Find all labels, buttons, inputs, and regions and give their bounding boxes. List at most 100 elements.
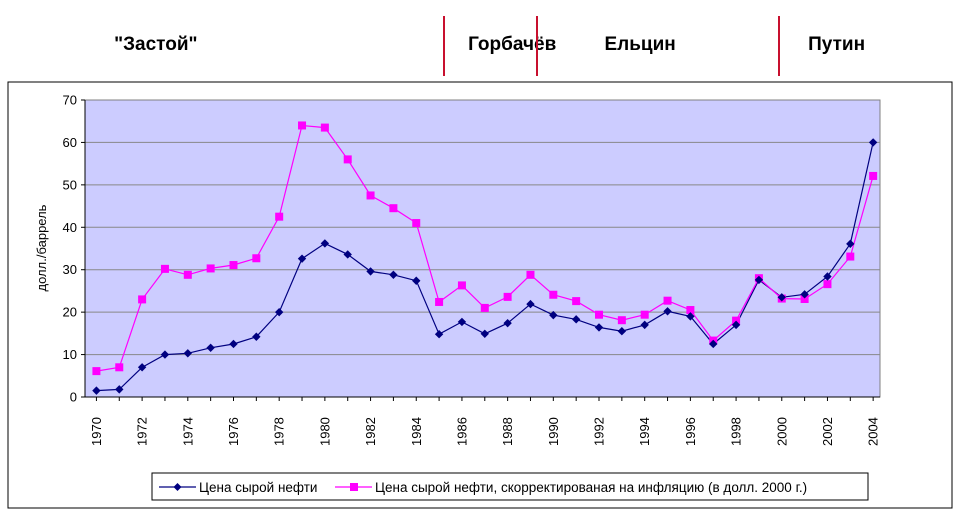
data-point-series-2 <box>457 281 466 290</box>
era-header: "Застой" Горбачёв Ельцин Путин <box>0 0 961 80</box>
x-tick-label: 1976 <box>226 417 241 446</box>
era-divider <box>536 16 539 76</box>
x-tick-label: 1988 <box>500 417 515 446</box>
data-point-series-2 <box>800 294 809 303</box>
legend-box <box>151 472 869 501</box>
data-point-series-1 <box>137 363 147 372</box>
y-tick-label: 40 <box>63 220 77 235</box>
data-point-series-1 <box>480 329 489 338</box>
era-divider <box>778 16 781 76</box>
data-point-series-2 <box>595 310 604 319</box>
data-point-series-1 <box>252 332 261 341</box>
legend-label-series-2: Цена сырой нефти, скорректированая на ин… <box>375 480 807 495</box>
data-point-series-2 <box>115 363 124 372</box>
data-point-series-2 <box>732 316 741 325</box>
data-point-series-1 <box>320 239 330 248</box>
data-point-series-1 <box>183 349 193 358</box>
data-point-series-2 <box>572 297 581 306</box>
y-tick-label: 70 <box>63 93 77 108</box>
data-point-series-2 <box>549 290 558 299</box>
data-point-series-1 <box>594 323 604 332</box>
data-point-series-2 <box>435 297 444 306</box>
data-point-series-1 <box>115 385 124 394</box>
legend-marker-series-2 <box>350 483 358 491</box>
plot-area <box>84 99 881 398</box>
grid-lines <box>85 141 880 356</box>
data-point-series-2 <box>252 254 261 263</box>
data-point-series-2 <box>526 270 535 279</box>
x-tick-label: 2002 <box>820 417 835 446</box>
data-point-series-2 <box>640 310 649 319</box>
data-point-series-1 <box>343 250 352 259</box>
data-point-series-2 <box>663 296 672 305</box>
data-point-series-1 <box>846 239 855 249</box>
series-markers <box>92 121 878 395</box>
x-tick-label: 1982 <box>363 417 378 446</box>
x-tick-label: 1992 <box>592 417 607 446</box>
data-point-series-2 <box>229 261 238 270</box>
data-point-series-1 <box>206 343 215 352</box>
legend-marker-series-1 <box>173 483 182 491</box>
data-point-series-2 <box>298 121 307 130</box>
data-point-series-1 <box>297 254 307 263</box>
data-point-series-2 <box>343 155 352 164</box>
x-tick-label: 1998 <box>729 417 744 446</box>
x-tick-label: 1970 <box>89 417 104 446</box>
data-point-series-1 <box>663 307 672 316</box>
legend-label-series-1: Цена сырой нефти <box>199 480 317 495</box>
x-tick-label: 1990 <box>546 417 561 446</box>
data-point-series-1 <box>274 307 284 317</box>
era-label-gorbachev: Горбачёв <box>468 34 557 55</box>
data-point-series-1 <box>731 320 741 330</box>
data-point-series-2 <box>823 280 832 289</box>
data-point-series-2 <box>617 316 626 325</box>
x-tick-label: 1986 <box>454 417 469 446</box>
x-tick-label: 1984 <box>409 417 424 446</box>
data-point-series-1 <box>412 276 421 285</box>
data-point-series-2 <box>183 270 192 279</box>
data-point-series-1 <box>800 290 809 299</box>
data-point-series-1 <box>457 317 467 327</box>
data-point-series-2 <box>320 123 329 132</box>
data-point-series-2 <box>366 191 375 200</box>
data-point-series-1 <box>229 339 238 349</box>
data-point-series-1 <box>92 386 101 395</box>
era-label-yeltsin: Ельцин <box>604 34 676 55</box>
data-point-series-1 <box>686 312 695 321</box>
data-point-series-2 <box>92 367 101 376</box>
data-point-series-2 <box>480 303 489 312</box>
y-axis-label: долл./баррель <box>34 204 49 291</box>
x-tick-label: 1978 <box>272 417 287 446</box>
data-point-series-1 <box>709 339 718 349</box>
data-point-series-1 <box>503 318 512 328</box>
data-point-series-2 <box>503 292 512 301</box>
x-axis: 1970 1972 1974 1976 1978 1980 1982 1984 1986 1988… <box>85 396 881 446</box>
data-point-series-1 <box>754 275 764 285</box>
data-point-series-1 <box>389 270 398 280</box>
data-point-series-1 <box>366 267 375 276</box>
data-point-series-2 <box>160 264 169 273</box>
x-tick-label: 1980 <box>317 417 332 446</box>
y-tick-label: 20 <box>63 305 77 320</box>
data-point-series-2 <box>412 219 421 228</box>
data-point-series-2 <box>846 252 855 261</box>
data-point-series-1 <box>434 330 444 339</box>
data-point-series-2 <box>275 212 284 221</box>
y-tick-label: 30 <box>63 262 77 277</box>
data-point-series-1 <box>160 350 170 359</box>
x-tick-label: 1972 <box>135 417 150 446</box>
data-point-series-2 <box>206 264 215 273</box>
data-point-series-2 <box>869 171 878 180</box>
x-tick-label: 1974 <box>180 417 195 446</box>
era-label-zastoy: "Застой" <box>114 34 198 55</box>
data-point-series-2 <box>389 204 398 213</box>
x-tick-label: 2000 <box>774 417 789 446</box>
x-tick-label: 2004 <box>866 417 881 446</box>
data-point-series-1 <box>526 299 535 309</box>
y-tick-label: 50 <box>63 177 77 192</box>
data-point-series-2 <box>138 295 147 304</box>
y-tick-label: 10 <box>63 347 77 362</box>
data-point-series-1 <box>823 272 832 281</box>
era-label-putin: Путин <box>808 34 866 55</box>
x-tick-label: 1996 <box>683 417 698 446</box>
